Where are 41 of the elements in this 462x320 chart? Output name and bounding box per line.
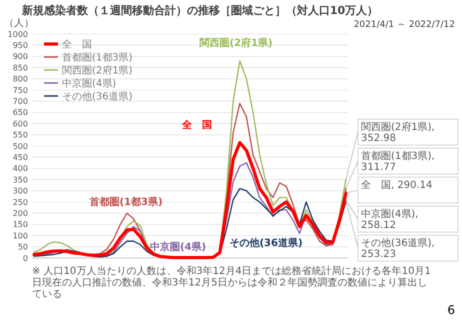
- y-tick-label: 300: [12, 186, 28, 196]
- y-axis-title: （人）: [4, 18, 34, 29]
- data-label: 関西圏(2府1県), 352.98: [361, 121, 435, 144]
- y-tick-label: 450: [12, 153, 28, 162]
- y-tick-label: 1000: [8, 30, 28, 39]
- y-tick-label: 650: [12, 108, 28, 118]
- y-tick-label: 150: [12, 220, 28, 230]
- y-tick-label: 350: [12, 175, 28, 184]
- y-tick-label: 550: [12, 130, 28, 140]
- y-tick-label: 250: [12, 198, 28, 207]
- legend-label: 全 国: [62, 38, 92, 50]
- text: ※ 人口10万人当たりの人数は、令和3年12月4日までは総務省統計局における各年10月1日現在の人口推計の数値、令和3年12月5日からは令和２年国勢調査の数値により算出している: [32, 265, 431, 300]
- y-tick-label: 50: [18, 242, 28, 252]
- legend-label: 中京圏(4県): [62, 78, 116, 90]
- text: 6: [447, 303, 455, 317]
- y-tick-label: 800: [12, 74, 28, 84]
- y-tick-label: 850: [12, 63, 28, 72]
- data-label: 全 国, 290.14: [361, 179, 432, 192]
- y-tick-label: 200: [12, 209, 28, 218]
- data-label: 首都圏(1都3県), 311.77: [361, 150, 435, 174]
- annotation: 全 国: [181, 119, 212, 131]
- annotation: 関西圏(2府1県): [199, 37, 273, 49]
- y-tick-label: 600: [12, 119, 28, 128]
- y-tick-label: 400: [12, 164, 28, 174]
- y-tick-label: 950: [12, 41, 28, 50]
- data-label: 中京圏(4県), 258.12: [361, 208, 418, 232]
- y-tick-label: 750: [12, 86, 28, 95]
- y-tick-label: 100: [12, 231, 28, 240]
- legend-label: 首都圏(1都3県): [62, 52, 133, 64]
- y-tick-label: 900: [12, 52, 28, 62]
- y-tick-label: 700: [12, 97, 28, 106]
- text: 2021/4/1 ～ 2022/7/12: [354, 20, 455, 30]
- annotation: 中京圏(4県): [150, 241, 206, 253]
- annotation: その他(36道県): [229, 237, 303, 249]
- y-tick-label: 0: [22, 254, 28, 263]
- legend-label: その他(36道県): [62, 90, 133, 102]
- y-tick-label: 500: [12, 142, 28, 151]
- chart-title: 新規感染者数（１週間移動合計）の推移［圏域ごと］（対人口10万人）: [20, 4, 378, 17]
- legend-label: 関西圏(2府1県): [62, 64, 133, 76]
- data-label: その他(36道県), 253.23: [361, 237, 435, 260]
- annotation: 首都圏(1都3県): [88, 196, 163, 208]
